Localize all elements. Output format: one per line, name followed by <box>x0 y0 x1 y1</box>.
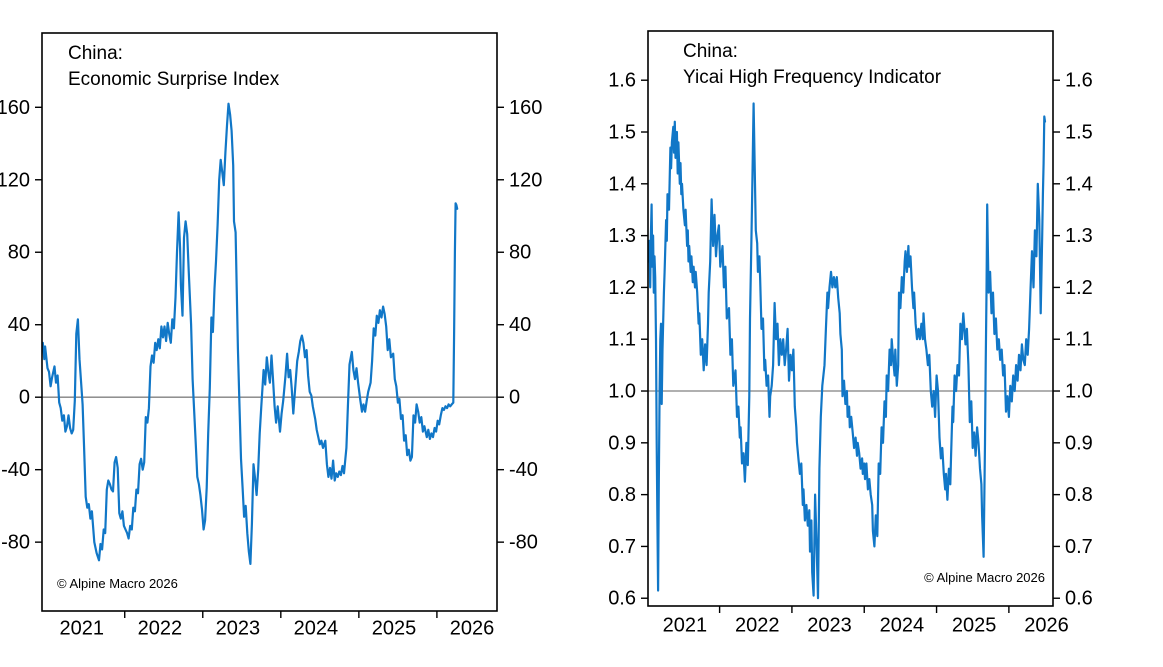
y-axis-label-right: 40 <box>509 314 531 336</box>
y-axis-label-right: 0.7 <box>1065 536 1093 558</box>
right-chart-title-line2: Yicai High Frequency Indicator <box>683 67 942 88</box>
y-axis-label-left: 80 <box>8 242 30 264</box>
data-line <box>42 102 459 566</box>
y-axis-label-right: 1.1 <box>1065 329 1093 351</box>
y-axis-label-right: 0.6 <box>1065 588 1093 610</box>
x-axis-label: 2025 <box>952 615 997 637</box>
x-axis-label: 2021 <box>663 615 708 637</box>
x-axis-label: 2022 <box>138 618 183 640</box>
right-chart-copyright: © Alpine Macro 2026 <box>924 570 1045 585</box>
y-axis-label-left: 1.6 <box>608 70 636 92</box>
y-axis-label-left: 0.6 <box>608 588 636 610</box>
y-axis-label-left: -40 <box>1 459 30 481</box>
x-axis-label: 2024 <box>294 618 339 640</box>
y-axis-label-right: 1.4 <box>1065 173 1093 195</box>
x-axis-label: 2026 <box>450 618 495 640</box>
x-axis-label: 2024 <box>880 615 925 637</box>
plot-border <box>647 30 1054 607</box>
y-axis-label-left: -80 <box>1 532 30 554</box>
right-chart-title: China: Yicai High Frequency Indicator <box>683 39 941 91</box>
y-axis-label-right: -80 <box>509 532 538 554</box>
y-axis-label-left: 40 <box>8 314 30 336</box>
y-axis-label-left: 0.7 <box>608 536 636 558</box>
y-axis-label-left: 160 <box>0 97 30 119</box>
y-axis-label-left: 1.1 <box>608 329 636 351</box>
left-chart-copyright: © Alpine Macro 2026 <box>57 576 178 591</box>
y-axis-label-right: 1.0 <box>1065 381 1093 403</box>
left-chart-title-line1: China: <box>68 43 123 64</box>
y-axis-label-right: 1.5 <box>1065 122 1093 144</box>
x-axis-label: 2023 <box>807 615 852 637</box>
y-axis-label-right: 80 <box>509 242 531 264</box>
y-axis-label-right: 0 <box>509 387 520 409</box>
y-axis-label-left: 1.2 <box>608 277 636 299</box>
y-axis-label-right: 1.3 <box>1065 225 1093 247</box>
y-axis-label-left: 0.9 <box>608 432 636 454</box>
x-axis-label: 2021 <box>60 618 105 640</box>
y-axis-label-left: 1.3 <box>608 225 636 247</box>
plot-border <box>41 32 498 612</box>
left-chart-title-line2: Economic Surprise Index <box>68 69 280 90</box>
y-axis-label-left: 1.0 <box>608 381 636 403</box>
x-axis-label: 2022 <box>735 615 780 637</box>
y-axis-label-right: -40 <box>509 459 538 481</box>
y-axis-label-left: 1.5 <box>608 122 636 144</box>
y-axis-label-right: 1.6 <box>1065 70 1093 92</box>
data-line <box>648 102 1047 600</box>
y-axis-label-right: 0.9 <box>1065 432 1093 454</box>
y-axis-label-left: 120 <box>0 169 30 191</box>
x-axis-label: 2023 <box>216 618 261 640</box>
y-axis-label-left: 0 <box>19 387 30 409</box>
y-axis-label-left: 1.4 <box>608 173 636 195</box>
y-axis-label-right: 160 <box>509 97 542 119</box>
left-chart-title: China: Economic Surprise Index <box>68 41 279 93</box>
x-axis-label: 2025 <box>372 618 417 640</box>
y-axis-label-right: 0.8 <box>1065 484 1093 506</box>
y-axis-label-left: 0.8 <box>608 484 636 506</box>
right-chart-title-line1: China: <box>683 41 738 62</box>
y-axis-label-right: 120 <box>509 169 542 191</box>
y-axis-label-right: 1.2 <box>1065 277 1093 299</box>
x-axis-label: 2026 <box>1024 615 1069 637</box>
